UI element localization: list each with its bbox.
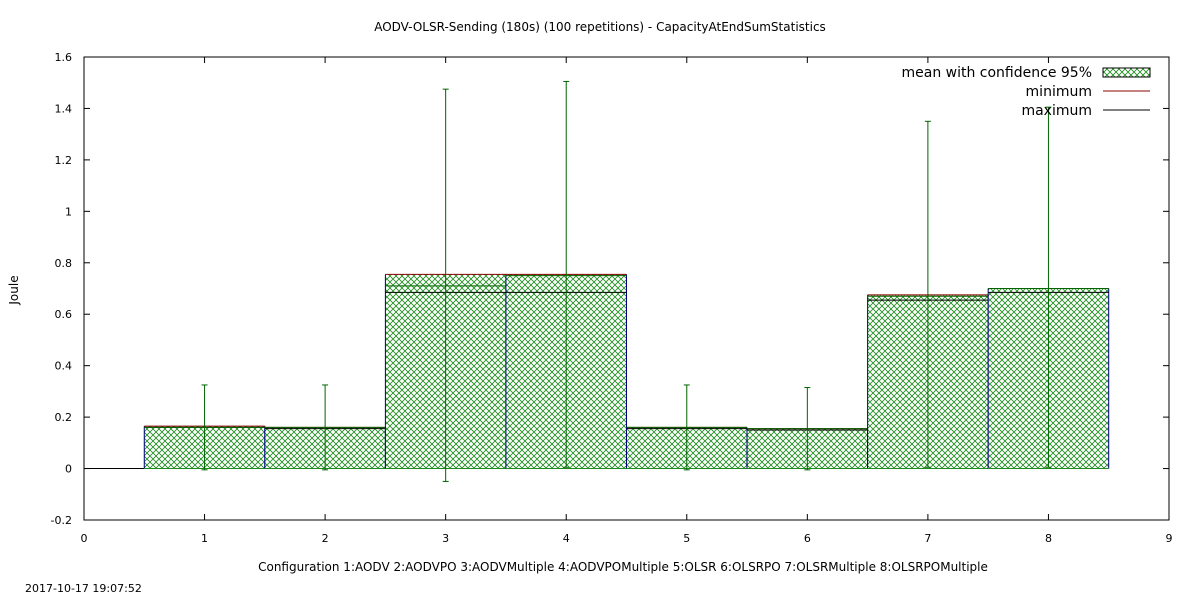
y-tick-label: 0.4: [55, 360, 73, 373]
y-tick-label: 1.6: [55, 51, 73, 64]
y-tick-label: 0.2: [55, 411, 73, 424]
plot-frame: [83, 56, 1170, 521]
y-tick-label: 0: [65, 463, 72, 476]
x-tick-label: 6: [804, 532, 811, 545]
y-tick-label: -0.2: [51, 514, 72, 527]
x-tick-label: 8: [1045, 532, 1052, 545]
legend-label-mean: mean with confidence 95%: [901, 65, 1092, 81]
x-tick-label: 2: [322, 532, 329, 545]
timestamp: 2017-10-17 19:07:52: [25, 582, 142, 595]
legend-label-minimum: minimum: [1026, 84, 1092, 100]
x-tick-label: 7: [924, 532, 931, 545]
chart-title: AODV-OLSR-Sending (180s) (100 repetition…: [374, 20, 826, 34]
legend-label-maximum: maximum: [1021, 103, 1092, 119]
y-tick-label: 0.8: [55, 257, 73, 270]
y-tick-label: 1.4: [55, 102, 73, 115]
legend: mean with confidence 95% minimum maximum: [901, 65, 1151, 119]
y-tick-label: 1.2: [55, 154, 73, 167]
x-tick-label: 9: [1166, 532, 1173, 545]
legend-swatch-mean: [1102, 67, 1151, 78]
y-tick-label: 0.6: [55, 308, 73, 321]
x-tick-label: 0: [81, 532, 88, 545]
x-tick-label: 5: [683, 532, 690, 545]
x-axis-label: Configuration 1:AODV 2:AODVPO 3:AODVMult…: [258, 560, 988, 574]
y-tick-label: 1: [65, 205, 72, 218]
x-tick-label: 3: [442, 532, 449, 545]
x-tick-label: 1: [201, 532, 208, 545]
x-tick-label: 4: [563, 532, 570, 545]
